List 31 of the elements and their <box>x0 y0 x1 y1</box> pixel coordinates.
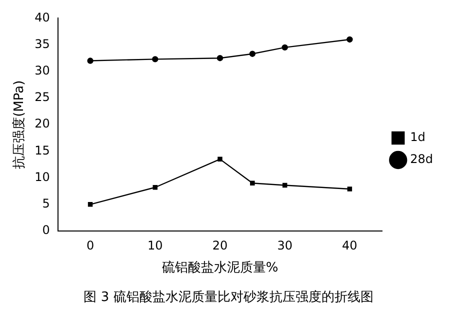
x-tick-label: 40 <box>342 238 358 252</box>
x-axis-title: 硫铝酸盐水泥质量% <box>162 260 278 276</box>
y-tick-label: 25 <box>34 90 50 104</box>
y-tick-label: 5 <box>42 196 50 211</box>
x-tick-label: 20 <box>212 238 228 252</box>
point <box>250 180 255 186</box>
y-tick-label: 40 <box>34 10 50 24</box>
point <box>282 44 288 51</box>
y-tick-label: 30 <box>34 64 50 78</box>
y-tick-label: 0 <box>42 223 50 238</box>
x-tick-label: 0 <box>86 238 94 252</box>
point <box>152 56 158 62</box>
point <box>87 58 94 64</box>
legend-label: 1d <box>410 130 426 144</box>
point <box>216 55 224 62</box>
point <box>152 185 158 190</box>
y-tick-label: 20 <box>34 116 50 131</box>
point <box>218 156 222 162</box>
x-tick-label: 30 <box>277 238 292 252</box>
y-axis-title: 抗压强度(MPa) <box>11 80 28 169</box>
point <box>88 202 93 207</box>
legend-label: 28d <box>410 152 434 166</box>
point <box>347 186 352 192</box>
x-tick-label: 10 <box>148 238 163 252</box>
point <box>249 50 256 57</box>
y-tick-label: 15 <box>34 143 50 158</box>
y-tick-label: 10 <box>34 170 50 184</box>
caption: 图 3 硫铝酸盐水泥质量比对砂浆抗压强度的折线图 <box>82 289 374 306</box>
point <box>346 36 353 43</box>
y-tick-label: 35 <box>34 36 50 51</box>
point <box>282 182 288 188</box>
